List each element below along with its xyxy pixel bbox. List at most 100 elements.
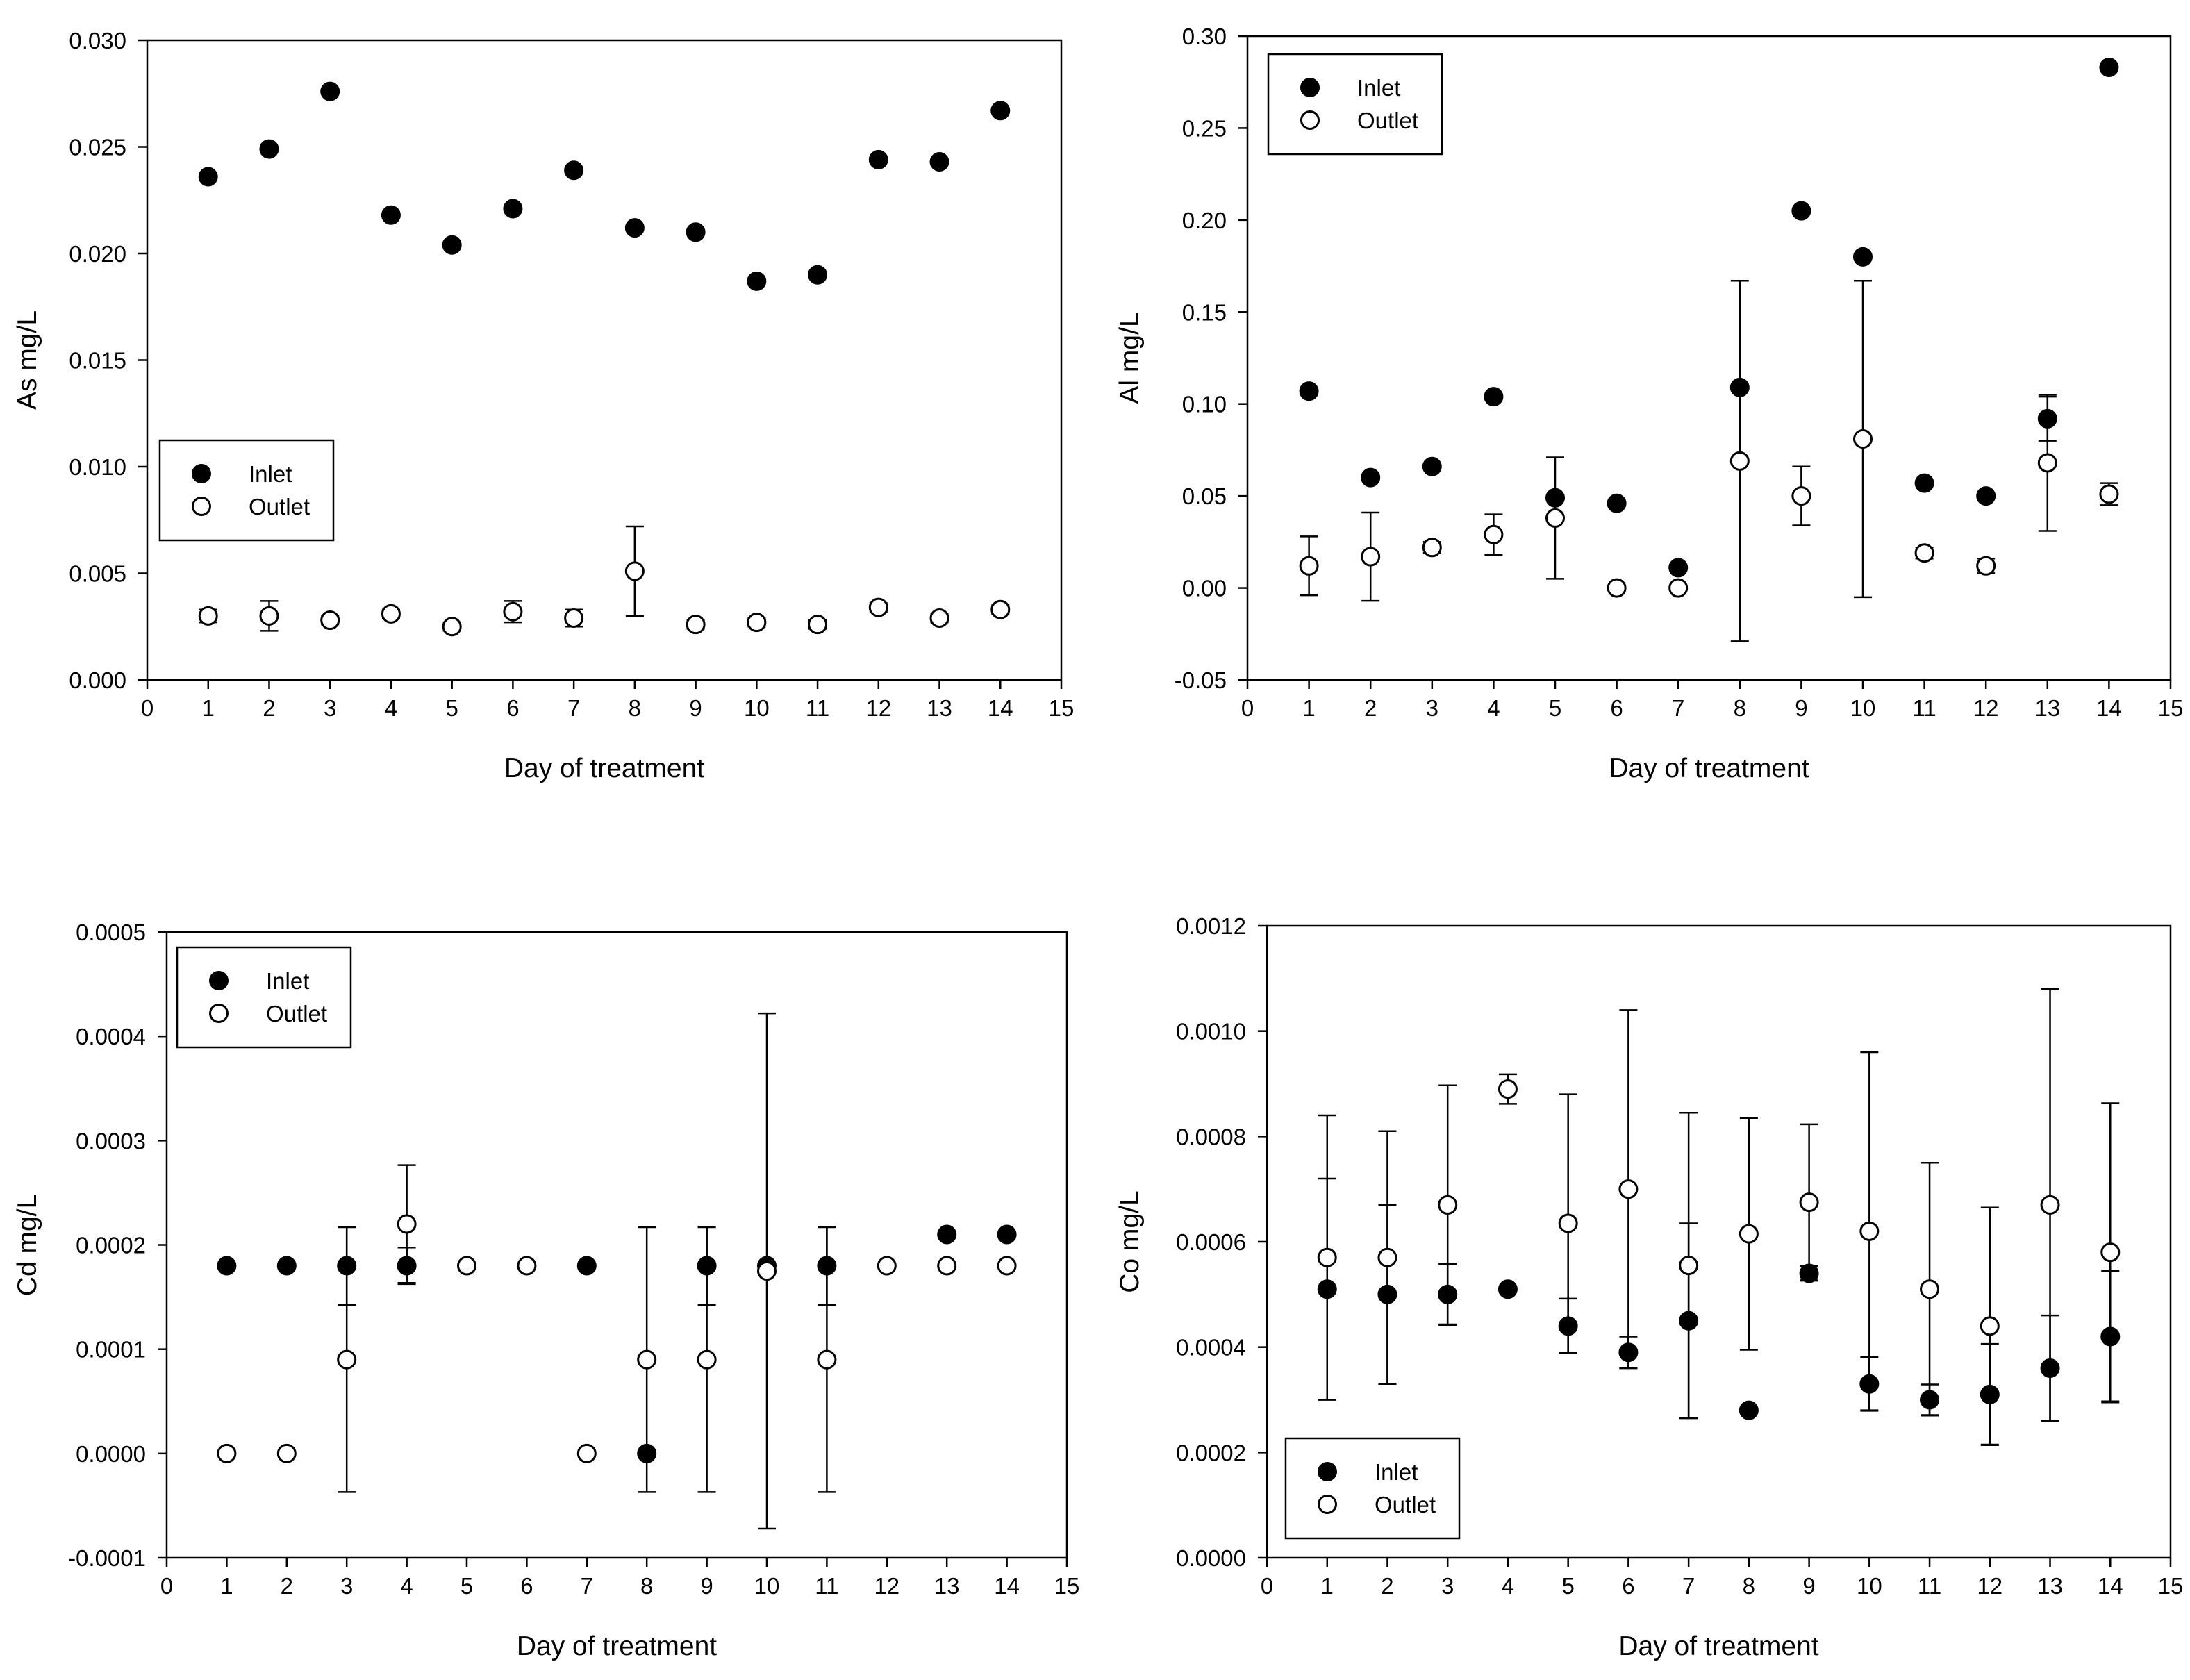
cd-inlet-point	[576, 1256, 597, 1276]
co-outlet-point	[1799, 1192, 1819, 1213]
al-outlet-point	[1545, 508, 1565, 528]
cd-y-tick-label: -0.0001	[68, 1545, 146, 1571]
cd-x-tick-label: 13	[934, 1573, 960, 1599]
as-y-tick-label: 0.010	[69, 454, 126, 480]
as-outlet-point	[503, 601, 523, 622]
as-outlet-point	[442, 617, 462, 637]
co-outlet-point	[1859, 1221, 1880, 1241]
co-chart: 0 1 2 3 4 5 6 7 8 9 10 11 12 13 14 150.00000.00020.0004…	[1115, 913, 2183, 1661]
al-inlet-point	[1976, 486, 1996, 506]
as-outlet-point	[320, 610, 340, 631]
co-inlet-point	[1377, 1284, 1397, 1304]
co-outlet-point	[1377, 1247, 1397, 1267]
cd-inlet-point	[276, 1256, 297, 1276]
as-x-tick-label: 14	[988, 695, 1013, 721]
al-x-tick-label: 13	[2034, 695, 2060, 721]
as-x-axis-title: Day of treatment	[504, 754, 704, 783]
al-outlet-point	[1361, 547, 1381, 567]
cd-outlet-point	[757, 1261, 777, 1281]
as-inlet-point	[686, 222, 706, 242]
al-inlet-point	[1299, 381, 1319, 401]
cd-inlet-point	[937, 1224, 957, 1245]
cd-x-tick-label: 7	[581, 1573, 593, 1599]
as-x-tick-label: 2	[263, 695, 275, 721]
al-y-tick-label: 0.30	[1182, 24, 1227, 49]
co-outlet-point	[1920, 1279, 1940, 1299]
co-legend-marker-outlet	[1318, 1495, 1337, 1514]
al-x-axis-title: Day of treatment	[1609, 754, 1809, 783]
cd-legend-marker-outlet	[209, 1004, 229, 1023]
al-inlet-point	[1914, 473, 1934, 493]
cd-x-axis-title: Day of treatment	[517, 1631, 717, 1661]
al-inlet-point	[1668, 558, 1689, 578]
as-legend-marker-outlet	[192, 497, 211, 516]
co-inlet-point	[1799, 1263, 1819, 1283]
cd-inlet-point	[397, 1256, 417, 1276]
al-x-tick-label: 2	[1364, 695, 1377, 721]
cd-outlet-point	[637, 1349, 657, 1370]
co-x-tick-label: 15	[2158, 1573, 2184, 1599]
al-y-tick-label: 0.05	[1182, 483, 1227, 509]
as-legend-label-inlet: Inlet	[249, 461, 292, 487]
cd-outlet-point	[397, 1214, 417, 1234]
co-inlet-point	[1317, 1279, 1337, 1299]
as-y-tick-label: 0.025	[69, 135, 126, 160]
cd-x-tick-label: 9	[700, 1573, 713, 1599]
al-x-tick-label: 6	[1610, 695, 1623, 721]
co-x-tick-label: 14	[2098, 1573, 2123, 1599]
al-x-tick-label: 15	[2158, 695, 2184, 721]
cd-x-tick-label: 6	[520, 1573, 533, 1599]
as-x-tick-label: 4	[385, 695, 397, 721]
co-y-tick-label: 0.0006	[1176, 1229, 1246, 1255]
co-outlet-point	[1317, 1247, 1337, 1267]
co-x-tick-label: 9	[1802, 1573, 1815, 1599]
co-legend-label-inlet: Inlet	[1375, 1459, 1418, 1485]
cd-x-tick-label: 0	[160, 1573, 173, 1599]
co-y-tick-label: 0.0008	[1176, 1124, 1246, 1149]
as-outlet-point	[990, 599, 1011, 619]
al-legend-box	[1267, 53, 1443, 156]
al-outlet-point	[1914, 543, 1934, 563]
al-outlet-point	[2037, 453, 2057, 473]
cd-y-tick-label: 0.0001	[76, 1337, 146, 1363]
cd-outlet-point	[997, 1256, 1017, 1276]
al-y-tick-label: -0.05	[1175, 667, 1227, 693]
cd-legend-marker-inlet	[209, 971, 229, 990]
as-legend-marker-inlet	[192, 464, 211, 483]
as-y-tick-label: 0.015	[69, 348, 126, 374]
cd-y-axis-title: Cd mg/L	[13, 1194, 42, 1296]
al-y-tick-label: 0.10	[1182, 392, 1227, 417]
al-outlet-point	[1729, 451, 1750, 471]
co-x-axis-title: Day of treatment	[1618, 1631, 1818, 1661]
co-inlet-point	[1438, 1284, 1458, 1304]
cd-legend-box	[176, 946, 352, 1049]
co-outlet-point	[1980, 1316, 2000, 1336]
co-x-tick-label: 7	[1682, 1573, 1695, 1599]
co-x-tick-label: 5	[1561, 1573, 1574, 1599]
as-x-tick-label: 1	[202, 695, 215, 721]
cd-inlet-point	[997, 1224, 1017, 1245]
co-x-tick-label: 8	[1743, 1573, 1755, 1599]
co-inlet-point	[1980, 1384, 2000, 1404]
cd-legend: Inlet Outlet	[176, 946, 352, 1049]
cd-x-tick-label: 15	[1054, 1573, 1080, 1599]
as-outlet-point	[868, 597, 888, 617]
cd-x-tick-label: 4	[400, 1573, 413, 1599]
co-x-tick-label: 12	[1977, 1573, 2002, 1599]
as-inlet-point	[564, 160, 584, 181]
al-outlet-point	[2099, 484, 2119, 504]
as-outlet-point	[686, 615, 706, 635]
co-y-tick-label: 0.0004	[1176, 1335, 1246, 1361]
cd-y-tick-label: 0.0004	[76, 1024, 146, 1049]
al-legend-marker-inlet	[1300, 78, 1320, 97]
al-plot-frame	[1246, 35, 2172, 681]
co-legend-box	[1284, 1437, 1461, 1540]
as-inlet-point	[808, 265, 828, 285]
as-x-tick-label: 3	[324, 695, 336, 721]
as-outlet-point	[624, 561, 645, 581]
cd-inlet-point	[637, 1443, 657, 1463]
al-chart: 0 1 2 3 4 5 6 7 8 9 10 11 12 13 14 15-0.050.000.050.100…	[1115, 24, 2183, 783]
as-inlet-point	[198, 167, 218, 187]
al-inlet-point	[1422, 456, 1442, 476]
